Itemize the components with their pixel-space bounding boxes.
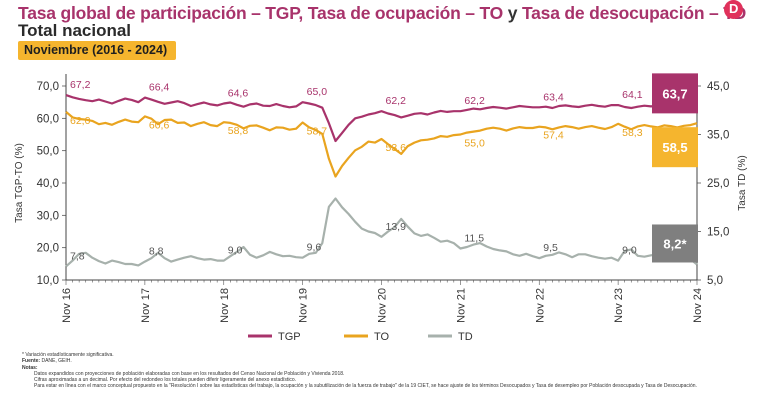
source-text: DANE, GEIH. [41,358,72,365]
series-line-td [65,197,698,268]
note-asterisk: * Variación estadísticamente significati… [22,352,114,358]
data-label-tgp: 63,4 [543,91,564,103]
legend-label-to: TO [374,331,390,343]
title-y: y [507,3,518,23]
data-label-to: 58,7 [307,126,328,138]
data-label-td: 9,6 [307,242,322,254]
data-label-td: 8,8 [149,246,164,258]
x-tick-label: Nov 23 [613,288,625,323]
note-item-1: Datos expandidos con proyecciones de pob… [34,370,345,377]
data-label-to: 57,4 [543,130,564,142]
x-tick-label: Nov 16 [61,288,73,323]
last-value-box-tgp [652,73,698,114]
left-tick-label: 60,0 [37,113,59,125]
data-label-to: 55,0 [464,138,485,150]
data-label-tgp: 62,2 [464,95,485,107]
right-tick-label: 15,0 [707,227,729,239]
left-tick-label: 10,0 [37,275,59,287]
note-source: Fuente: DANE, GEIH. [22,358,722,364]
data-label-td: 13,9 [386,221,407,233]
chart-notes: * Variación estadísticamente significati… [22,352,722,390]
data-label-to: 58,5 [662,140,687,155]
data-label-tgp: 67,2 [70,79,91,91]
period-badge: Noviembre (2016 - 2024) [18,41,177,60]
right-tick-label: 35,0 [707,130,729,142]
data-label-td: 11,5 [464,232,484,244]
last-value-box-td [652,224,698,263]
legend-label-td: TD [458,331,473,343]
data-label-to: 62,0 [70,115,91,127]
left-tick-label: 50,0 [37,146,59,158]
chart-subtitle: Total nacional [18,21,132,40]
x-tick-label: Nov 18 [219,288,231,323]
data-label-to: 58,3 [622,127,643,139]
data-label-td: 8,2* [663,236,687,251]
data-label-to: 60,6 [149,119,170,131]
x-tick-label: Nov 24 [692,288,704,323]
data-label-tgp: 62,2 [386,95,407,107]
note-item-3: Para estar en línea con el marco concept… [34,383,697,390]
right-tick-label: 45,0 [707,81,729,93]
note-item-2: Cifras aproximadas a un decimal. Por efe… [34,377,297,384]
x-tick-label: Nov 22 [534,288,546,323]
data-label-tgp: 64,1 [622,89,643,101]
x-tick-label: Nov 17 [140,288,152,323]
data-label-tgp: 64,6 [228,87,249,99]
data-label-tgp: 66,4 [149,82,170,94]
notes-label: Notas: [22,364,38,371]
data-label-td: 9,0 [622,245,637,257]
data-label-to: 58,8 [228,125,249,137]
data-label-td: 9,0 [228,245,243,257]
title-tgp: Tasa global de participación – TGP, [18,3,304,23]
title-to: Tasa de ocupación – TO [307,3,504,23]
right-tick-label: 25,0 [707,178,729,190]
y-axis-title-right: Tasa TD (%) [737,155,748,210]
data-label-tgp: 65,0 [307,86,328,98]
left-tick-label: 30,0 [37,210,59,222]
data-label-td: 9,5 [543,242,558,254]
last-value-box-to [652,127,698,168]
left-tick-label: 70,0 [37,81,59,93]
source-label: Fuente: [22,358,41,365]
right-tick-label: 5,0 [707,275,723,287]
line-chart: 70,0 60,0 50,0 40,0 30,0 20,0 10,0 45,0 35,0 25,0… [14,73,748,343]
x-tick-label: Nov 20 [377,288,389,323]
dane-logo-icon [724,0,743,19]
data-label-to: 53,6 [386,142,407,154]
series-line-tgp [65,94,697,143]
legend-label-tgp: TGP [278,331,301,343]
x-tick-label: Nov 19 [298,288,310,323]
left-tick-label: 40,0 [37,178,59,190]
x-tick-label: Nov 21 [455,288,467,323]
left-tick-label: 20,0 [37,243,59,255]
data-label-td: 7,8 [70,250,85,262]
chart-title: Tasa global de participación – TGP, Tasa… [18,3,746,24]
y-axis-title-left: Tasa TGP-TO (%) [14,143,25,223]
series-line-to [65,111,698,178]
data-label-tgp: 63,7 [662,86,687,101]
title-td: Tasa de desocupación – TD [521,3,747,23]
